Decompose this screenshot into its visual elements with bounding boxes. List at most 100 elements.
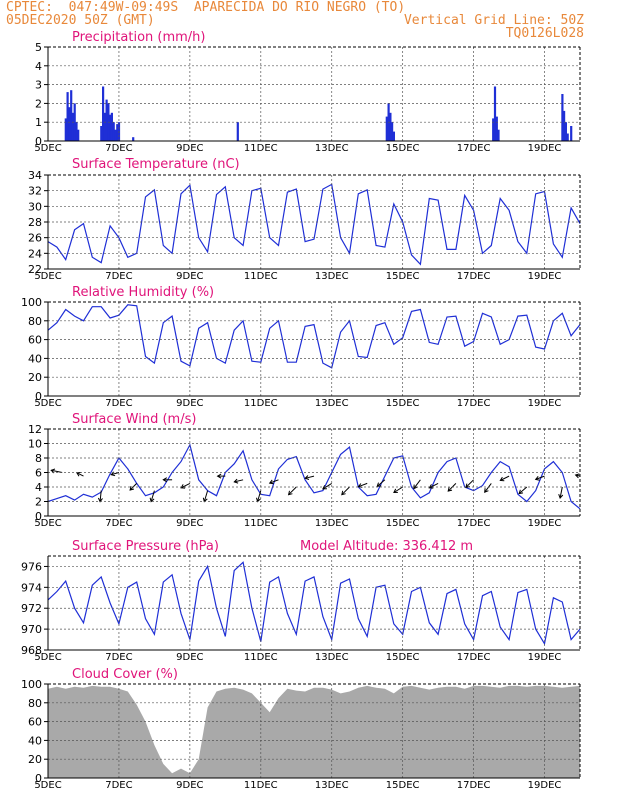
x-tick-label: 19DEC [528,398,562,409]
wind-vector-head [216,473,222,479]
series-line [47,304,581,369]
x-tick-label: 9DEC [176,518,203,529]
wind-vector [559,486,563,499]
y-tick-label: 5 [35,41,42,54]
wind-vector-head [376,482,382,488]
y-tick-label: 30 [28,200,42,213]
precip-bar [563,110,566,141]
y-tick-label: 34 [28,169,42,182]
x-tick-label: 5DEC [34,271,61,282]
precip-bar [66,92,69,141]
panel-title: Surface Wind (m/s) [72,412,196,427]
wind-vector-head [322,485,327,490]
wind-vector [322,482,332,490]
wind-vector [413,479,421,489]
y-tick-label: 24 [28,247,42,260]
precip-bar [70,90,73,141]
precip-bar [105,99,108,141]
y-tick-label: 1 [35,116,42,129]
y-tick-label: 4 [35,60,42,73]
x-tick-label: 15DEC [386,398,420,409]
y-tick-label: 976 [21,560,42,573]
precip-bar [561,94,564,141]
x-tick-label: 11DEC [244,271,278,282]
precip-bar [102,86,105,141]
x-tick-label: 13DEC [315,518,349,529]
y-tick-label: 974 [21,581,42,594]
wind-vector [341,486,350,496]
x-tick-label: 11DEC [244,398,278,409]
wind-vector-head [413,484,418,490]
precip-bar [64,118,67,141]
y-tick-label: 10 [28,438,42,451]
wind-vector-head [304,475,310,480]
y-tick-label: 4 [35,481,42,494]
x-tick-label: 5DEC [34,780,61,791]
wind-vector-head [447,487,453,492]
y-tick-label: 2 [35,97,42,110]
y-tick-label: 60 [28,334,42,347]
wind-vector [393,486,403,493]
wind-vector [518,486,528,494]
wind-vector-head [428,484,434,489]
x-tick-label: 15DEC [386,518,420,529]
x-tick-label: 17DEC [457,143,491,154]
y-tick-label: 100 [21,678,42,691]
panel-title: Relative Humidity (%) [72,285,214,300]
x-tick-label: 7DEC [105,143,132,154]
precip-bar [71,112,74,141]
precip-bar [75,122,78,141]
precip-bar [132,137,135,141]
wind-vector [358,482,368,488]
panel-6: Cloud Cover (%) 5DEC 7DEC 9DEC 11DEC 13DEC 15D… [21,667,581,791]
x-tick-label: 9DEC [176,398,203,409]
precip-bar [389,112,392,141]
y-tick-label: 20 [28,753,42,766]
wind-vector [234,479,244,483]
y-tick-label: 0 [35,390,42,403]
precip-bar [112,122,115,141]
y-tick-label: 6 [35,467,42,480]
x-tick-label: 13DEC [315,780,349,791]
header-model-code: TQ0126L028 [505,26,584,41]
wind-vector [150,490,155,502]
x-tick-label: 9DEC [176,780,203,791]
panel-subtitle: Model Altitude: 336.412 m [300,539,473,554]
header-grid-line: Vertical Grid Line: 50Z [403,13,584,28]
y-tick-label: 28 [28,216,42,229]
wind-vector-head [268,479,274,485]
wind-vector [465,479,474,488]
y-tick-label: 60 [28,716,42,729]
precip-bar [497,129,500,141]
precip-bar [116,124,119,141]
y-tick-label: 968 [21,644,42,657]
x-tick-label: 17DEC [457,780,491,791]
y-tick-label: 0 [35,510,42,523]
panel-title: Cloud Cover (%) [72,667,178,682]
x-tick-label: 9DEC [176,652,203,663]
wind-vector [203,490,209,502]
wind-vector-head [180,484,186,489]
wind-vector [51,469,63,473]
wind-vector-head [162,477,168,483]
x-tick-label: 11DEC [244,780,278,791]
precip-bar [492,118,495,141]
y-tick-label: 22 [28,263,42,276]
precip-bar [68,107,71,141]
y-tick-label: 32 [28,185,42,198]
wind-vector-head [149,497,155,503]
panel-5: Surface Pressure (hPa) Model Altitude: 33… [21,539,581,663]
wind-vector [257,490,262,502]
wind-vector-head [499,476,505,482]
x-tick-label: 15DEC [386,143,420,154]
wind-vector [111,472,120,476]
header-run-date: 05DEC2020 50Z (GMT) [6,13,155,28]
x-tick-label: 13DEC [315,652,349,663]
x-tick-label: 17DEC [457,271,491,282]
wind-vector [500,475,510,481]
wind-vector-head [341,490,346,496]
x-tick-label: 5DEC [34,143,61,154]
header-station: CPTEC: 047:49W-09:49S APARECIDA DO RIO N… [6,0,406,15]
wind-vector-head [233,478,239,484]
